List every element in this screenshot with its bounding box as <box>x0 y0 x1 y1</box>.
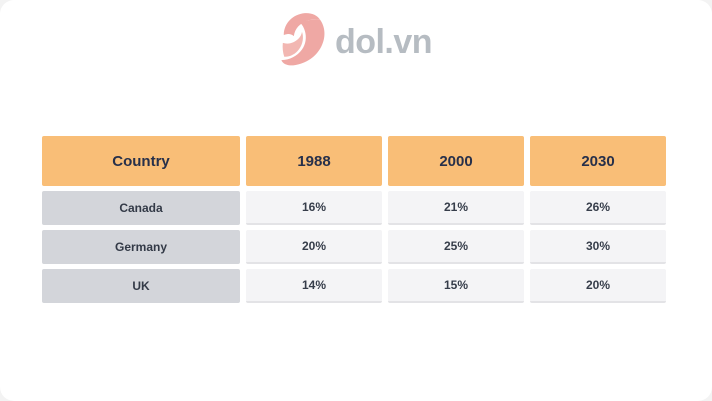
row-label-uk: UK <box>42 269 240 303</box>
brand-name: dol.vn <box>334 23 433 61</box>
value-germany-2030: 30% <box>530 230 666 264</box>
value-uk-2000: 15% <box>388 269 524 303</box>
value-germany-1988: 20% <box>246 230 382 264</box>
value-uk-2030: 20% <box>530 269 666 303</box>
value-canada-2030: 26% <box>530 191 666 225</box>
row-label-germany: Germany <box>42 230 240 264</box>
value-germany-2000: 25% <box>388 230 524 264</box>
brand-logo: dol.vn <box>280 10 433 68</box>
row-label-canada: Canada <box>42 191 240 225</box>
data-table: Country 1988 2000 2030 Canada 16% 21% 26… <box>42 136 666 303</box>
column-header-2000: 2000 <box>388 136 524 186</box>
column-header-2030: 2030 <box>530 136 666 186</box>
value-canada-1988: 16% <box>246 191 382 225</box>
column-header-country: Country <box>42 136 240 186</box>
dol-logo-icon <box>280 10 326 68</box>
column-header-1988: 1988 <box>246 136 382 186</box>
value-uk-1988: 14% <box>246 269 382 303</box>
value-canada-2000: 21% <box>388 191 524 225</box>
